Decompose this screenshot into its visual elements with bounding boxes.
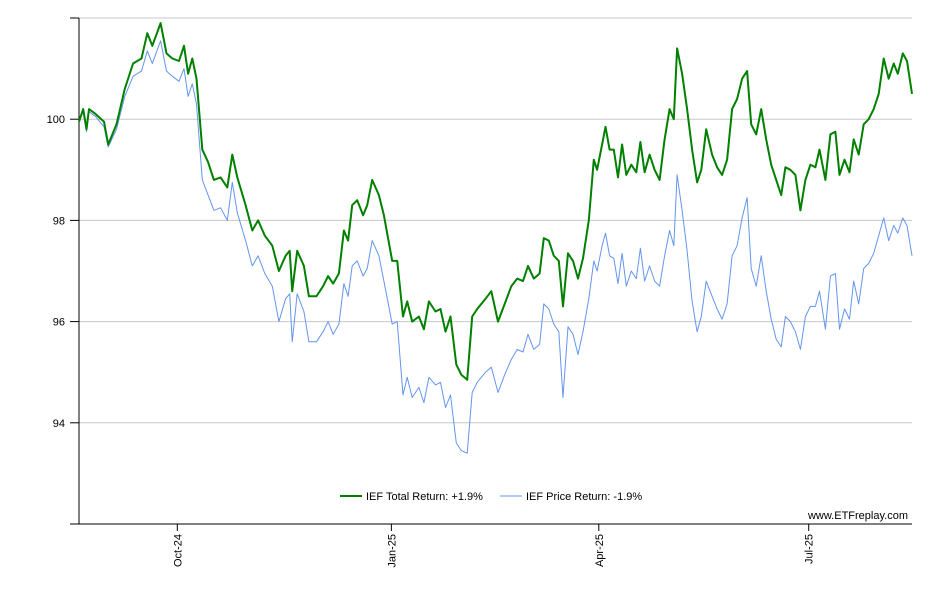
legend-label: IEF Total Return: +1.9% (366, 491, 483, 503)
legend-label: IEF Price Return: -1.9% (526, 491, 642, 503)
x-tick-label: Apr-25 (594, 534, 606, 567)
watermark-text: www.ETFreplay.com (807, 510, 908, 522)
y-tick-label: 100 (47, 114, 65, 126)
x-tick-label: Oct-24 (172, 534, 184, 567)
y-tick-label: 96 (53, 317, 65, 329)
y-tick-label: 94 (53, 418, 65, 430)
y-tick-label: 98 (53, 215, 65, 227)
legend: IEF Total Return: +1.9% IEF Price Return:… (340, 491, 642, 503)
series-line-price-return (78, 40, 913, 454)
y-ticks: 94 96 98 100 (47, 17, 79, 525)
series-lines (78, 22, 913, 454)
series-line-total-return (78, 22, 913, 381)
x-tick-label: Jul-25 (804, 534, 816, 564)
gridlines (79, 17, 912, 424)
x-tick-label: Jan-25 (386, 534, 398, 568)
x-ticks: Oct-24 Jan-25 Apr-25 Jul-25 (172, 524, 816, 568)
